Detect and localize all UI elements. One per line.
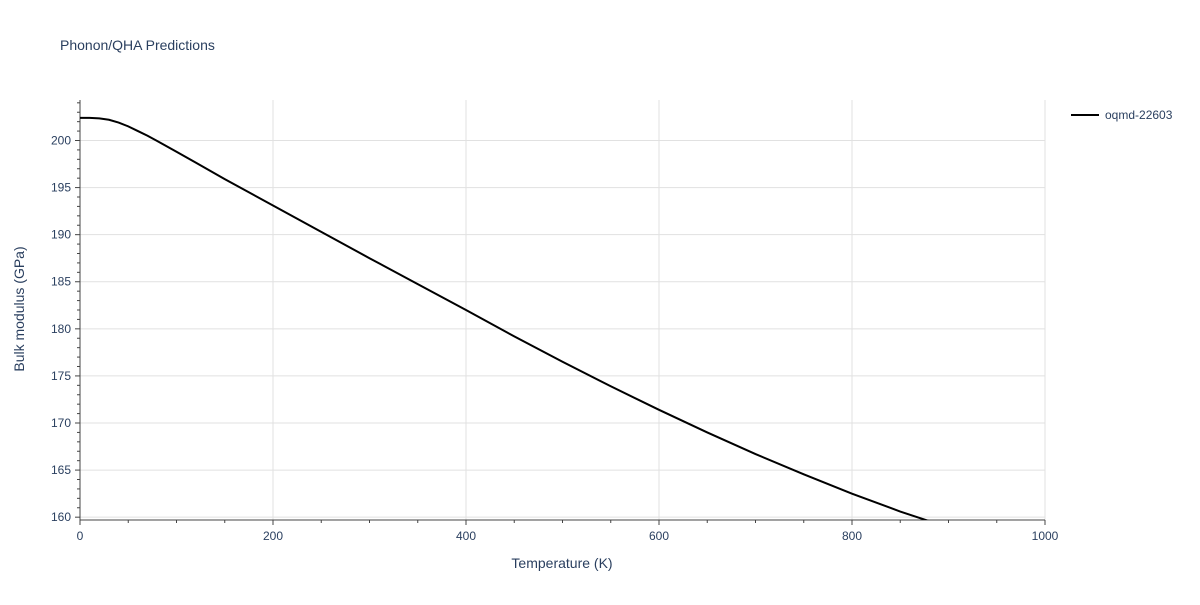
y-tick-label-160: 160 (51, 510, 71, 524)
axes: 0 200 400 600 800 1000 160 165 170 175 180 185 190 19… (51, 100, 1059, 543)
grid-lines (80, 100, 1046, 520)
legend-label-oqmd-22603: oqmd-22603 (1105, 108, 1173, 122)
y-tick-label-200: 200 (51, 133, 71, 147)
x-tick-label-0: 0 (77, 529, 84, 543)
y-tick-label-185: 185 (51, 275, 71, 289)
x-axis-title: Temperature (K) (511, 555, 612, 571)
legend[interactable]: oqmd-22603 (1071, 108, 1173, 122)
y-tick-label-195: 195 (51, 181, 71, 195)
y-tick-label-170: 170 (51, 416, 71, 430)
series-line-oqmd-22603 (80, 116, 929, 520)
y-tick-label-175: 175 (51, 369, 71, 383)
y-tick-label-190: 190 (51, 228, 71, 242)
x-tick-label-1000: 1000 (1032, 529, 1059, 543)
chart-title: Phonon/QHA Predictions (60, 37, 215, 53)
x-tick-label-600: 600 (649, 529, 669, 543)
y-tick-label-180: 180 (51, 322, 71, 336)
y-tick-label-165: 165 (51, 463, 71, 477)
x-tick-label-200: 200 (263, 529, 283, 543)
series-layer (80, 116, 929, 520)
x-tick-label-800: 800 (842, 529, 862, 543)
y-axis-title: Bulk modulus (GPa) (11, 246, 27, 371)
x-tick-label-400: 400 (456, 529, 476, 543)
